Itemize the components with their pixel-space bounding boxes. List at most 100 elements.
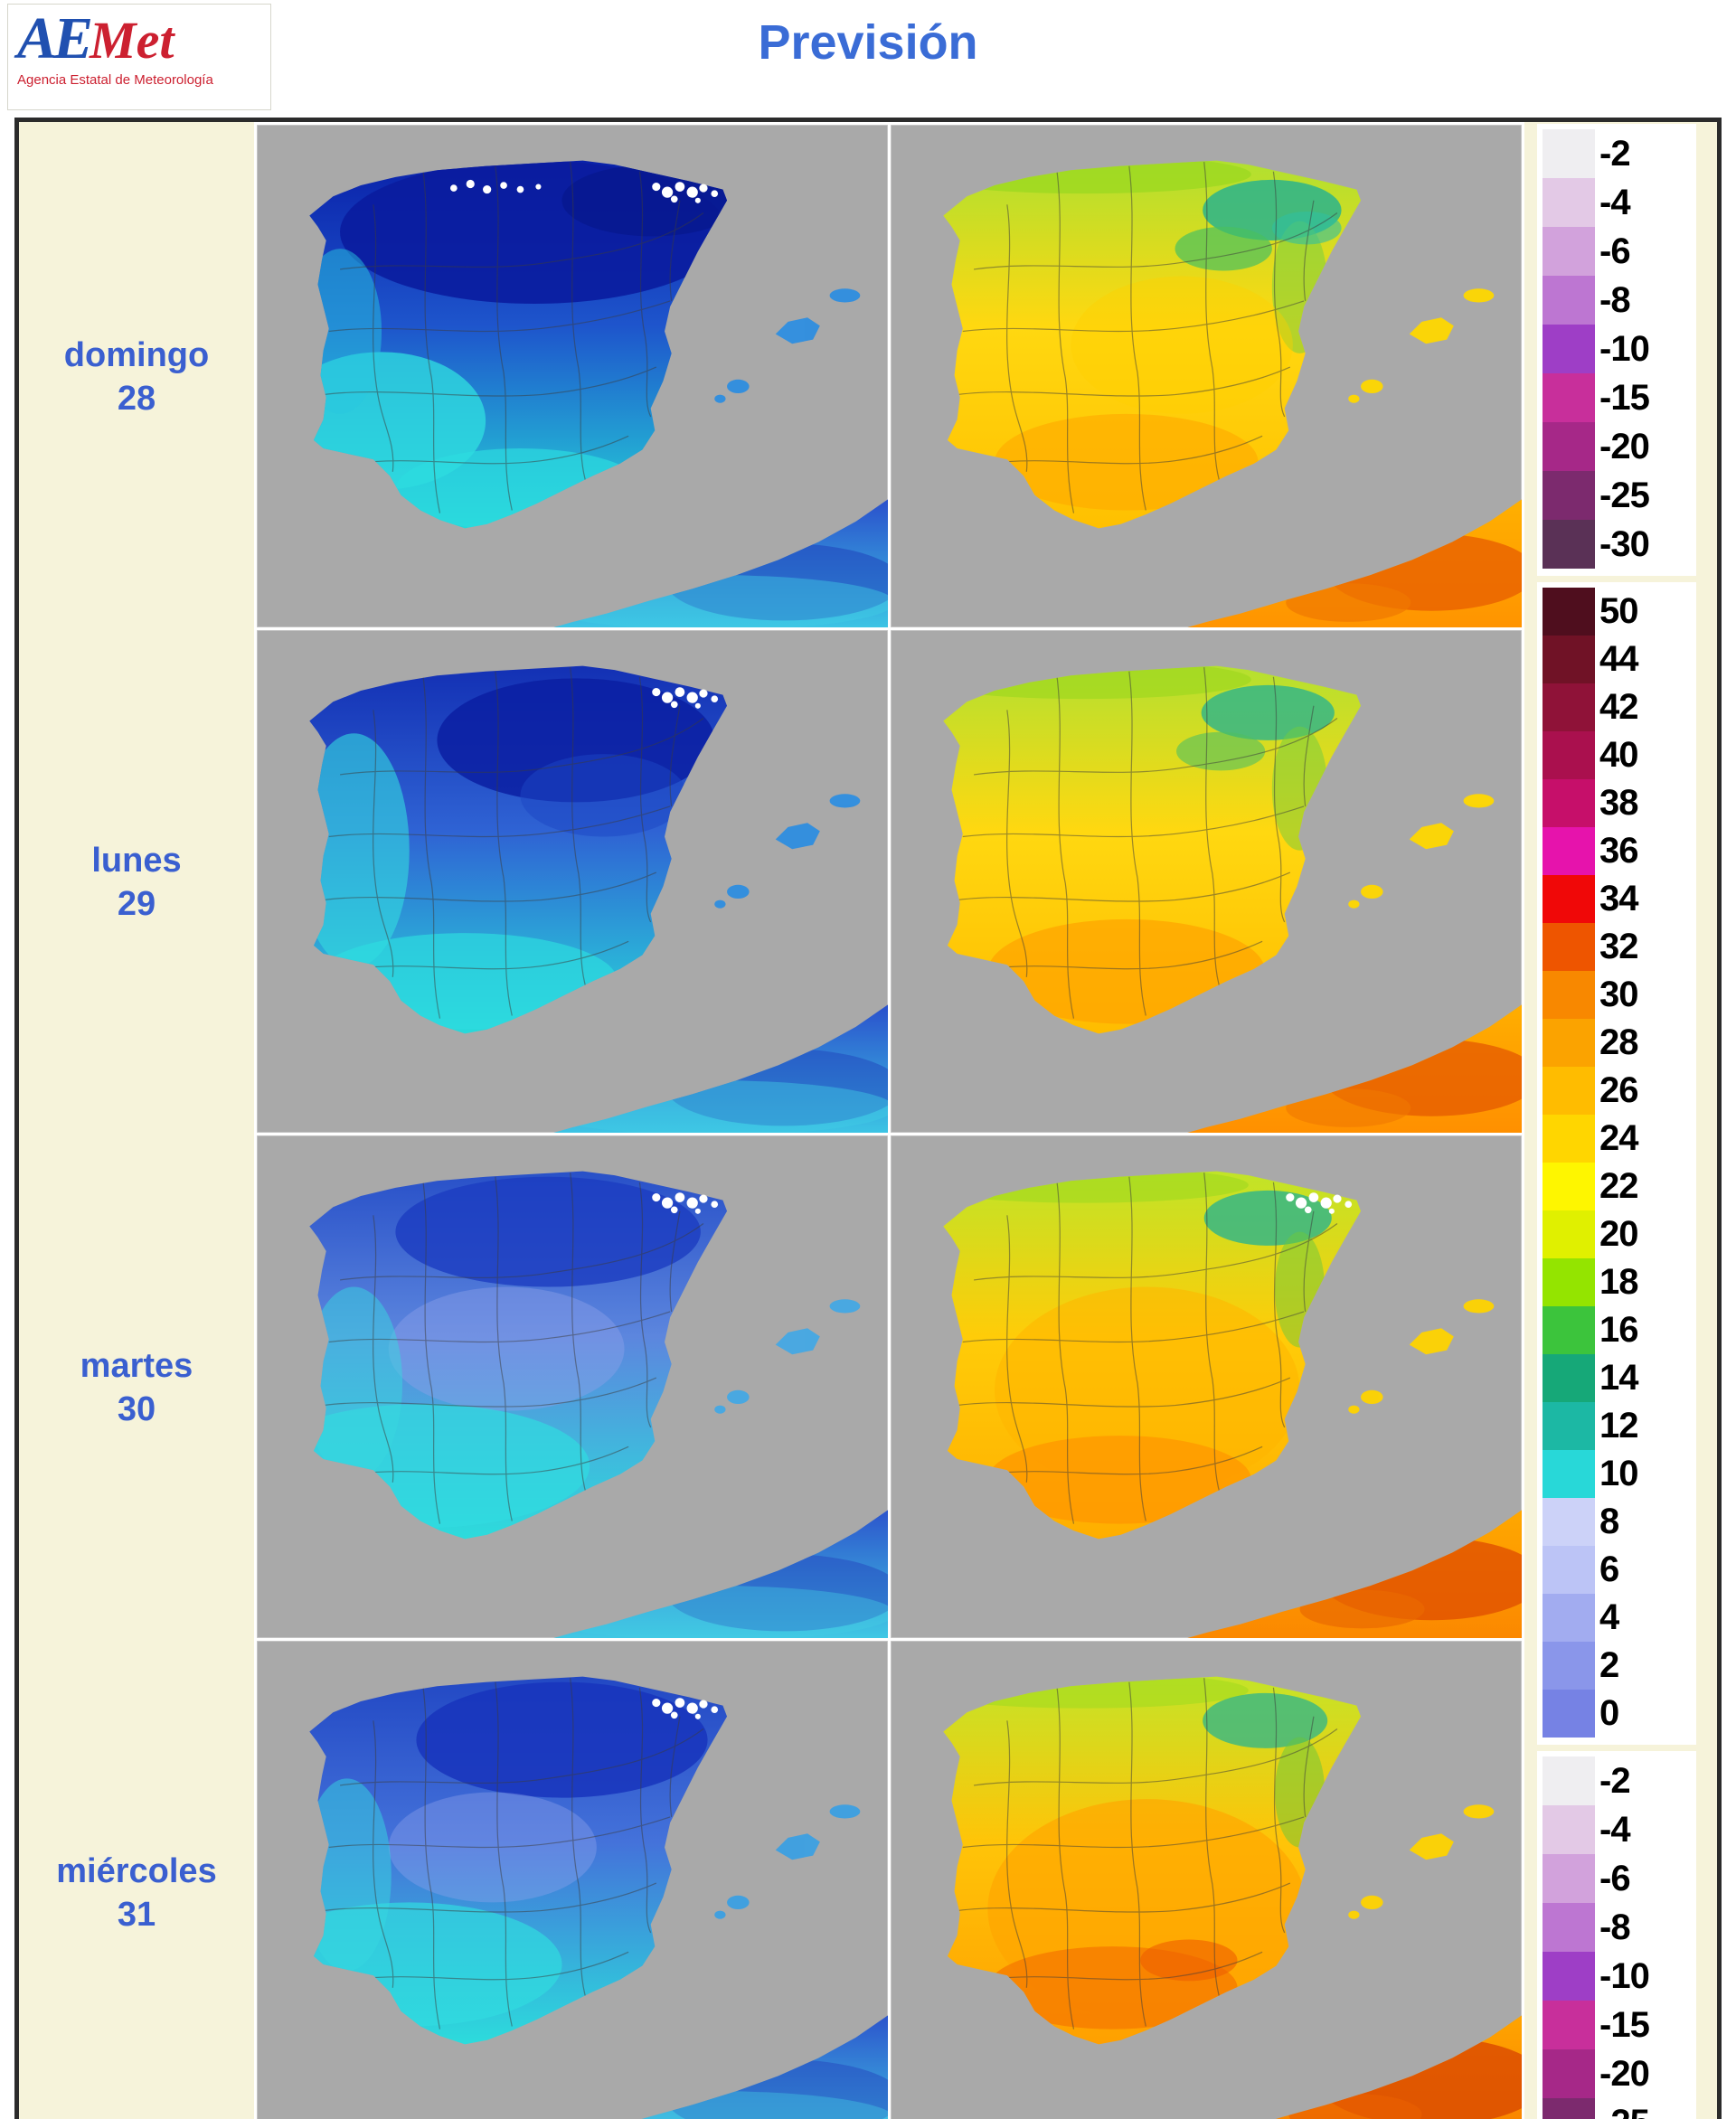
legend-swatch (1543, 1642, 1595, 1690)
legend-row: 6 (1543, 1546, 1692, 1594)
legend-row: 18 (1543, 1258, 1692, 1306)
legend-value: -20 (1599, 426, 1650, 466)
legend-row: -2 (1543, 1756, 1692, 1805)
legend-value: 42 (1599, 687, 1638, 727)
legend-value: 40 (1599, 735, 1638, 775)
legend-swatch (1543, 2098, 1595, 2119)
legend-value: 30 (1599, 975, 1638, 1014)
legend-value: 28 (1599, 1022, 1638, 1062)
legend-swatch (1543, 1756, 1595, 1805)
legend-value: 2 (1599, 1645, 1619, 1685)
aemet-logo-subtitle: Agencia Estatal de Meteorología (17, 72, 213, 89)
legend-swatch (1543, 636, 1595, 683)
map-lunes-min-temperature (257, 630, 888, 1133)
legend-swatch (1543, 276, 1595, 325)
map-lunes-max-temperature (891, 630, 1522, 1133)
day-date: 28 (117, 379, 156, 418)
map-martes-max-temperature (891, 1135, 1522, 1638)
legend-swatch (1543, 1450, 1595, 1498)
legend-swatch (1543, 1805, 1595, 1854)
day-label-miércoles: miércoles 31 (19, 1641, 254, 2119)
day-label-martes: martes 30 (19, 1135, 254, 1641)
legend-row: -4 (1543, 178, 1692, 227)
legend-value: 18 (1599, 1262, 1638, 1302)
legend-value: 14 (1599, 1358, 1638, 1398)
map-martes-min-temperature (257, 1135, 888, 1638)
forecast-panel: domingo 28 lunes 29 martes 30 miércoles 31 -2 -4… (14, 118, 1722, 2119)
legend-swatch (1543, 1690, 1595, 1738)
legend-value: -25 (1595, 2103, 1650, 2119)
header: AEMet Agencia Estatal de Meteorología Pr… (0, 0, 1736, 118)
legend-row: -15 (1543, 373, 1692, 422)
legend-row: 28 (1543, 1019, 1692, 1067)
legend-value: 10 (1599, 1454, 1638, 1493)
legend-row: 12 (1543, 1402, 1692, 1450)
legend-value: 32 (1599, 927, 1638, 966)
legend-row: 44 (1543, 636, 1692, 683)
legend-row: -4 (1543, 1805, 1692, 1854)
legend-row: 32 (1543, 923, 1692, 971)
aemet-logo: AEMet Agencia Estatal de Meteorología (7, 4, 271, 110)
legend-row: -10 (1543, 1952, 1692, 2001)
legend-row: 16 (1543, 1306, 1692, 1354)
legend-value: -2 (1599, 133, 1631, 174)
legend-value: 34 (1599, 879, 1638, 918)
legend-row: -8 (1543, 276, 1692, 325)
legend-swatch (1543, 325, 1595, 373)
legend-value: -15 (1599, 2004, 1650, 2045)
legend-row: -25 (1543, 2098, 1692, 2119)
legend-value: 38 (1599, 783, 1638, 823)
legend-negative-bottom: -2 -4 -6 -8 -10 -15 -20 -25 (1537, 1751, 1696, 2119)
legend-value: 4 (1599, 1597, 1619, 1637)
legend-swatch (1543, 923, 1595, 971)
legend-value: 22 (1599, 1166, 1638, 1206)
legend-row: -6 (1543, 1854, 1692, 1903)
legend-value: 16 (1599, 1310, 1638, 1350)
legend-value: -4 (1599, 182, 1631, 222)
legend-row: -20 (1543, 422, 1692, 471)
legend-value: -10 (1599, 1955, 1650, 1996)
legend-swatch (1543, 373, 1595, 422)
legend-swatch (1543, 1306, 1595, 1354)
legend-row: -30 (1543, 520, 1692, 569)
legend-row: -6 (1543, 227, 1692, 276)
legend-swatch (1543, 971, 1595, 1019)
legend-row: -15 (1543, 2001, 1692, 2049)
legend-swatch (1543, 1163, 1595, 1210)
legend-value: -10 (1599, 328, 1650, 369)
legend-value: 0 (1599, 1693, 1619, 1733)
map-domingo-max-temperature (891, 125, 1522, 627)
legend-value: -8 (1599, 1907, 1631, 1947)
legend-row: 2 (1543, 1642, 1692, 1690)
legend-value: 44 (1599, 639, 1638, 679)
day-label-column: domingo 28 lunes 29 martes 30 miércoles 31 (19, 122, 254, 2119)
day-label-lunes: lunes 29 (19, 630, 254, 1135)
legend-value: 24 (1599, 1118, 1638, 1158)
legend-value: 26 (1599, 1070, 1638, 1110)
legend-swatch (1543, 1903, 1595, 1952)
legend-swatch (1543, 520, 1595, 569)
legend-swatch (1543, 1067, 1595, 1115)
maps-grid (254, 122, 1524, 2119)
day-name: martes (80, 1347, 193, 1385)
legend-value: -2 (1599, 1760, 1631, 1801)
legend-row: -25 (1543, 471, 1692, 520)
legend-row: 26 (1543, 1067, 1692, 1115)
legend-row: 40 (1543, 731, 1692, 779)
legend-value: 6 (1599, 1549, 1619, 1589)
legend-row: 38 (1543, 779, 1692, 827)
legend-swatch (1543, 178, 1595, 227)
legend-value: -4 (1599, 1809, 1631, 1850)
legend-swatch (1543, 779, 1595, 827)
legend-value: 50 (1599, 591, 1638, 631)
legend-swatch (1543, 1854, 1595, 1903)
legend-column: -2 -4 -6 -8 -10 -15 -20 -25 -30 50 44 42 40 38 36 34 32… (1537, 122, 1696, 2119)
legend-row: 24 (1543, 1115, 1692, 1163)
day-name: lunes (91, 842, 182, 880)
legend-value: -25 (1599, 475, 1650, 515)
legend-value: 36 (1599, 831, 1638, 871)
legend-value: -6 (1599, 231, 1631, 271)
page-title: Previsión (758, 15, 978, 70)
legend-swatch (1543, 422, 1595, 471)
legend-row: -20 (1543, 2049, 1692, 2098)
